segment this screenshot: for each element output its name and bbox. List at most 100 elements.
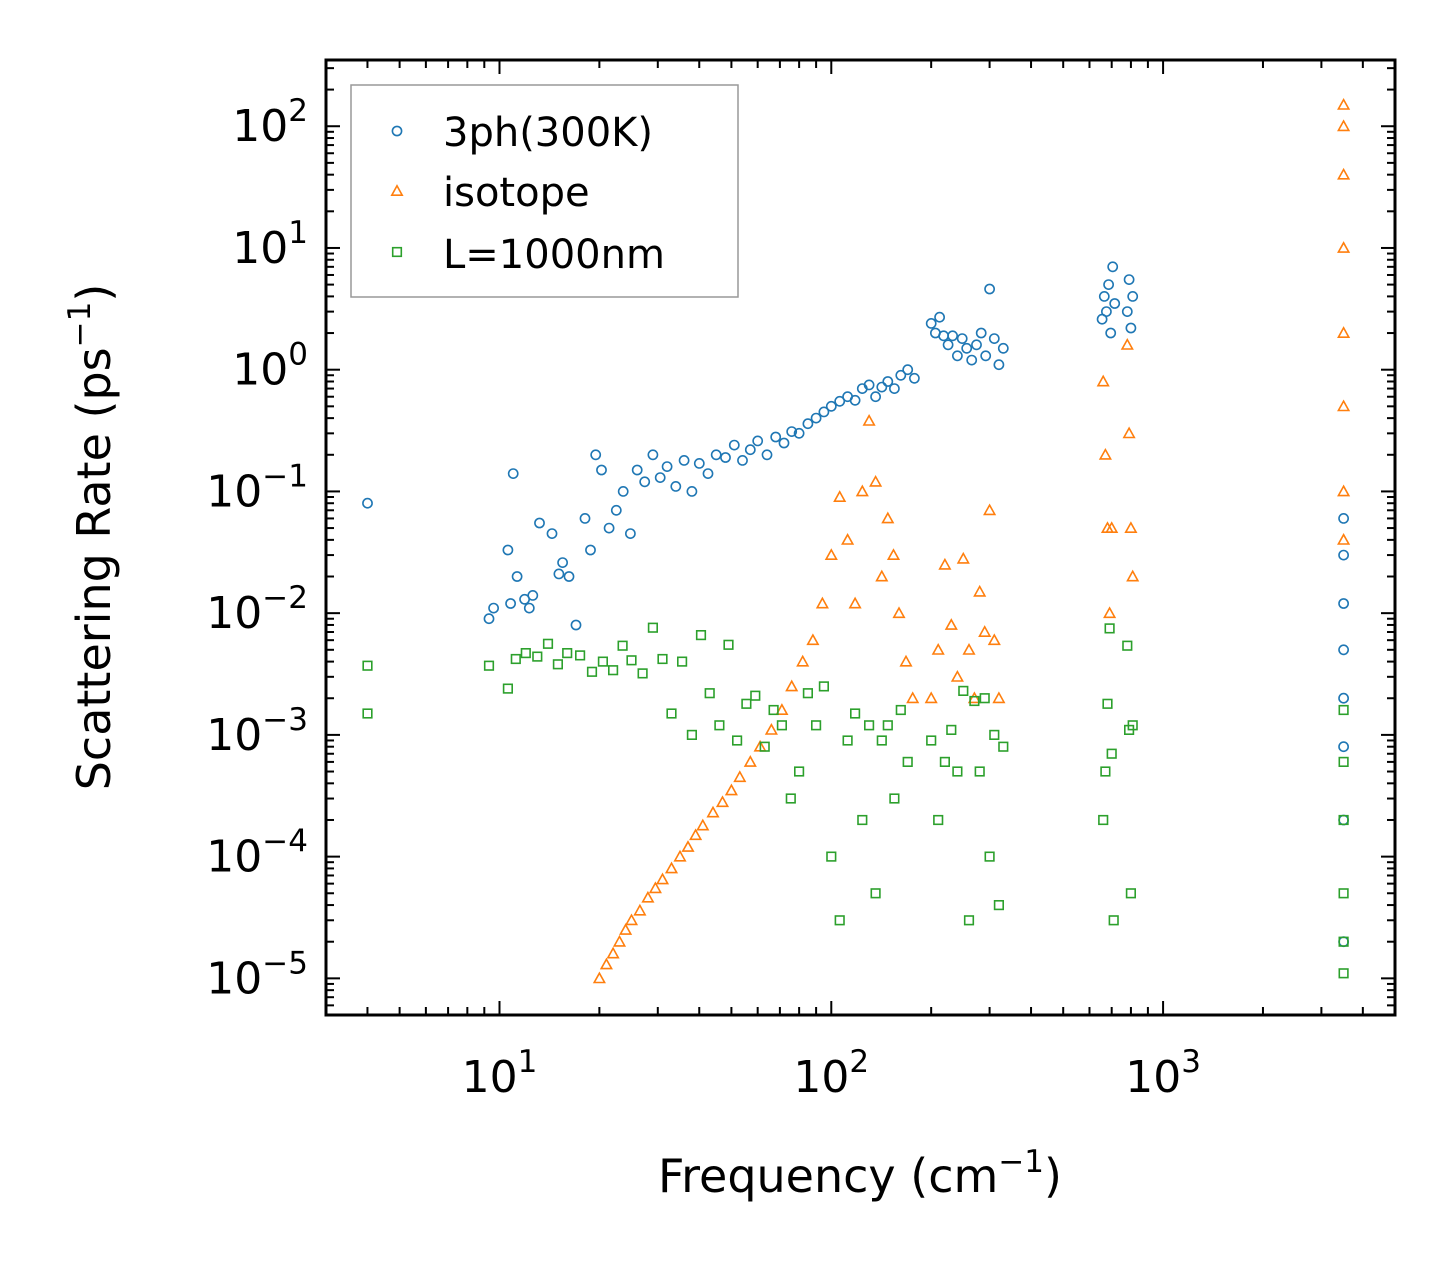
data-point-triangle (824, 548, 838, 561)
data-point-square (974, 766, 985, 777)
data-point-circle (895, 369, 907, 381)
data-point-square (958, 685, 969, 696)
data-point-circle (961, 342, 973, 354)
x-axis-title: Frequency (cm−1) (658, 1144, 1062, 1203)
data-point-triangle (992, 691, 1006, 704)
data-point-square (1338, 814, 1349, 826)
data-point-square (562, 647, 573, 659)
data-point-square (362, 660, 373, 671)
data-point-circle (1121, 306, 1133, 317)
data-point-circle (710, 449, 722, 461)
data-point-triangle (655, 872, 670, 885)
data-point-circle (362, 497, 373, 509)
data-point-square (686, 729, 697, 740)
data-point-square (998, 741, 1009, 752)
data-point-triangle (673, 849, 687, 862)
data-point-triangle (664, 861, 679, 874)
data-point-circle (631, 464, 643, 476)
data-point-triangle (715, 795, 730, 808)
data-point-square (1127, 720, 1138, 731)
data-point-circle (702, 468, 714, 479)
legend-marker-square (391, 246, 403, 258)
data-point-circle (505, 598, 516, 609)
data-point-circle (997, 342, 1009, 354)
data-point-circle (956, 333, 968, 344)
data-point-triangle (983, 503, 997, 516)
data-point-triangle (1124, 521, 1138, 534)
data-point-circle (511, 571, 523, 582)
data-point-square (714, 720, 725, 731)
series-0 (362, 261, 1349, 948)
y-tick-label: 100 (232, 337, 308, 396)
legend: 3ph(300K) isotope L=1000nm (350, 84, 739, 298)
data-point-triangle (978, 625, 992, 638)
data-point-square (1106, 748, 1117, 759)
data-point-triangle (886, 548, 901, 561)
data-point-circle (1123, 274, 1135, 285)
data-point-square (741, 698, 752, 709)
data-point-circle (693, 457, 705, 469)
data-point-square (1338, 968, 1349, 979)
data-point-square (607, 665, 619, 676)
data-point-square (895, 704, 906, 716)
data-point-circle (744, 444, 756, 456)
data-point-circle (1105, 327, 1117, 339)
data-point-triangle (1337, 97, 1351, 110)
data-point-circle (661, 461, 673, 472)
data-point-circle (1338, 741, 1349, 753)
data-point-square (768, 704, 779, 716)
data-point-circle (993, 359, 1005, 371)
data-point-triangle (619, 923, 633, 935)
data-point-triangle (606, 946, 620, 959)
y-tick-label: 10−2 (206, 580, 308, 639)
data-point-triangle (1105, 521, 1119, 534)
data-point-circle (934, 311, 945, 323)
data-point-square (483, 660, 495, 671)
data-point-square (939, 756, 950, 767)
data-point-circle (818, 406, 830, 418)
data-point-triangle (1126, 569, 1140, 582)
data-point-triangle (796, 654, 810, 667)
data-point-circle (834, 395, 846, 407)
data-point-square (989, 729, 1000, 740)
data-point-circle (585, 544, 596, 556)
data-point-circle (617, 485, 629, 497)
data-point-square (882, 720, 893, 731)
data-point-triangle (806, 633, 820, 646)
data-point-square (723, 639, 734, 650)
data-point-circle (1109, 298, 1121, 309)
data-point-triangle (706, 805, 720, 818)
data-point-square (826, 851, 837, 862)
data-point-triangle (1120, 337, 1134, 350)
data-point-circle (590, 449, 602, 461)
data-point-square (793, 766, 805, 777)
data-point-circle (761, 449, 773, 461)
data-point-square (510, 653, 521, 665)
data-point-square (1108, 915, 1119, 926)
data-point-triangle (592, 971, 606, 984)
plot-frame (324, 58, 1397, 1017)
data-point-triangle (950, 669, 964, 682)
data-point-square (984, 851, 995, 862)
data-point-square (952, 766, 963, 777)
legend-label-isotope: isotope (443, 170, 590, 216)
data-point-circle (1338, 598, 1349, 609)
data-point-circle (1125, 322, 1137, 334)
data-point-square (1338, 888, 1349, 899)
data-point-triangle (633, 903, 647, 916)
data-point-square (586, 666, 598, 677)
data-point-square (676, 656, 688, 667)
data-point-circle (610, 504, 622, 516)
legend-marks (390, 125, 404, 258)
data-point-circle (882, 376, 894, 387)
data-point-circle (889, 383, 900, 394)
data-point-triangle (906, 691, 920, 704)
data-point-circle (728, 439, 740, 451)
data-point-triangle (641, 890, 655, 903)
data-point-circle (502, 544, 514, 556)
data-point-triangle (648, 881, 662, 894)
data-point-triangle (841, 533, 855, 545)
data-point-square (969, 695, 980, 707)
data-marks (362, 97, 1351, 984)
data-point-square (1338, 756, 1349, 767)
